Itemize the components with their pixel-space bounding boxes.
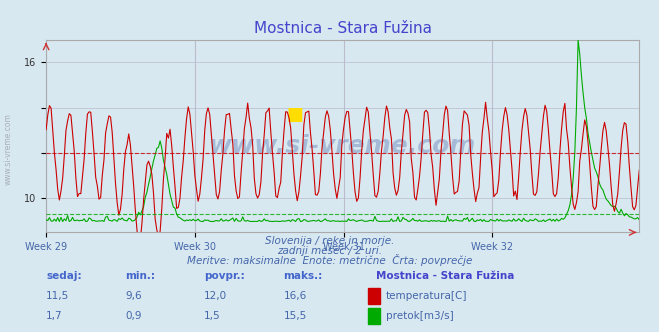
Text: 1,5: 1,5 [204,311,221,321]
Text: 9,6: 9,6 [125,291,142,301]
Text: povpr.:: povpr.: [204,271,245,281]
Text: maks.:: maks.: [283,271,323,281]
Text: www.si-vreme.com: www.si-vreme.com [3,114,13,185]
Text: Mostnica - Stara Fužina: Mostnica - Stara Fužina [376,271,514,281]
Text: min.:: min.: [125,271,156,281]
Text: 1,7: 1,7 [46,311,63,321]
Text: Slovenija / reke in morje.: Slovenija / reke in morje. [265,236,394,246]
Text: Meritve: maksimalne  Enote: metrične  Črta: povprečje: Meritve: maksimalne Enote: metrične Črta… [186,254,473,266]
Text: sedaj:: sedaj: [46,271,82,281]
Text: ▪: ▪ [286,99,304,127]
Text: temperatura[C]: temperatura[C] [386,291,467,301]
Text: 12,0: 12,0 [204,291,227,301]
Text: 11,5: 11,5 [46,291,69,301]
Text: zadnji mesec / 2 uri.: zadnji mesec / 2 uri. [277,246,382,256]
Text: www.si-vreme.com: www.si-vreme.com [209,134,476,158]
Text: 16,6: 16,6 [283,291,306,301]
Title: Mostnica - Stara Fužina: Mostnica - Stara Fužina [254,21,432,36]
Text: pretok[m3/s]: pretok[m3/s] [386,311,453,321]
Text: 0,9: 0,9 [125,311,142,321]
Text: 15,5: 15,5 [283,311,306,321]
